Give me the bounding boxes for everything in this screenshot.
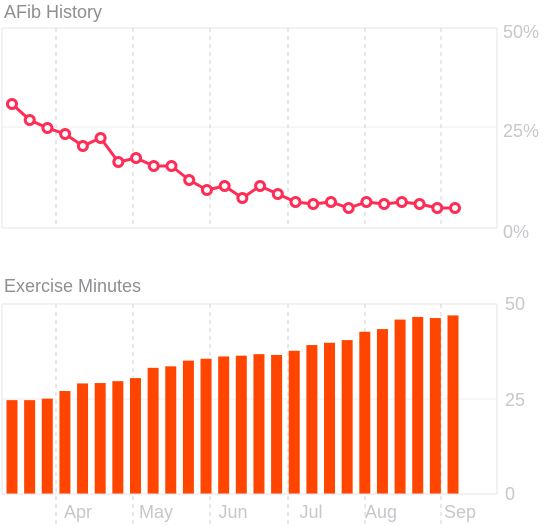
afib-data-point bbox=[236, 192, 249, 204]
afib-data-point bbox=[59, 128, 72, 140]
exercise-bar bbox=[129, 378, 141, 494]
afib-data-point bbox=[218, 180, 231, 192]
exercise-bar bbox=[6, 400, 18, 494]
exercise-bar bbox=[147, 367, 159, 494]
afib-data-point bbox=[76, 140, 89, 152]
afib-data-point bbox=[165, 160, 178, 172]
exercise-y-tick-label: 25 bbox=[505, 390, 525, 410]
afib-data-point bbox=[254, 180, 267, 192]
afib-data-point bbox=[94, 132, 107, 144]
exercise-bar bbox=[412, 316, 424, 494]
afib-data-point bbox=[289, 196, 302, 208]
afib-data-point bbox=[147, 160, 160, 172]
exercise-chart-title: Exercise Minutes bbox=[4, 276, 142, 296]
exercise-bar bbox=[324, 342, 336, 494]
x-axis-month-label: Jun bbox=[218, 502, 247, 522]
exercise-bar bbox=[447, 315, 459, 494]
afib-data-point bbox=[342, 202, 355, 214]
exercise-bar bbox=[235, 355, 247, 494]
exercise-y-tick-label: 0 bbox=[505, 484, 515, 504]
exercise-bar bbox=[41, 398, 53, 494]
exercise-bar bbox=[394, 319, 406, 494]
x-axis-month-label: Sep bbox=[444, 502, 476, 522]
afib-data-point bbox=[431, 202, 444, 214]
afib-data-point bbox=[307, 198, 320, 210]
afib-data-point bbox=[23, 114, 36, 126]
x-axis-month-label: May bbox=[139, 502, 173, 522]
exercise-bar bbox=[271, 354, 283, 494]
afib-data-point bbox=[324, 196, 337, 208]
exercise-bar bbox=[288, 350, 300, 494]
afib-data-point bbox=[413, 198, 426, 210]
exercise-bar bbox=[200, 358, 212, 494]
afib-data-point bbox=[395, 196, 408, 208]
afib-data-point bbox=[360, 196, 373, 208]
exercise-bar bbox=[376, 329, 388, 494]
exercise-bar bbox=[182, 360, 194, 494]
exercise-bar bbox=[165, 366, 177, 494]
exercise-bar bbox=[94, 383, 106, 494]
exercise-bar bbox=[112, 381, 124, 494]
afib-chart-title: AFib History bbox=[4, 2, 103, 22]
x-axis-month-label: Jul bbox=[299, 502, 322, 522]
afib-data-point bbox=[271, 188, 284, 200]
exercise-bar bbox=[59, 391, 71, 494]
afib-data-point bbox=[41, 122, 54, 134]
afib-data-point bbox=[183, 174, 196, 186]
x-axis-month-label: Apr bbox=[64, 502, 92, 522]
exercise-bar bbox=[306, 345, 318, 494]
afib-series-line bbox=[10, 102, 455, 210]
afib-data-point bbox=[200, 184, 213, 196]
afib-data-point bbox=[6, 98, 18, 110]
exercise-bar bbox=[253, 354, 265, 494]
x-axis-month-label: Aug bbox=[365, 502, 397, 522]
exercise-bar bbox=[77, 383, 89, 494]
exercise-bar bbox=[218, 356, 230, 494]
afib-y-tick-label: 0% bbox=[503, 222, 529, 242]
exercise-bar bbox=[429, 318, 441, 494]
afib-y-tick-label: 25% bbox=[503, 121, 539, 141]
afib-data-point bbox=[130, 152, 143, 164]
exercise-bar bbox=[359, 331, 371, 494]
exercise-bar bbox=[341, 340, 353, 494]
afib-data-point bbox=[449, 202, 461, 214]
exercise-y-tick-label: 50 bbox=[505, 294, 525, 314]
afib-y-tick-label: 50% bbox=[503, 22, 539, 42]
afib-data-point bbox=[112, 156, 125, 168]
afib-data-point bbox=[378, 198, 391, 210]
exercise-bar bbox=[24, 400, 36, 494]
